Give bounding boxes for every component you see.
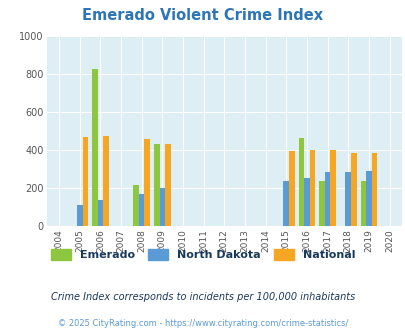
- Bar: [92, 69, 97, 226]
- Text: Emerado Violent Crime Index: Emerado Violent Crime Index: [82, 8, 323, 23]
- Bar: [283, 181, 288, 226]
- Bar: [350, 153, 356, 226]
- Text: © 2025 CityRating.com - https://www.cityrating.com/crime-statistics/: © 2025 CityRating.com - https://www.city…: [58, 319, 347, 328]
- Bar: [298, 138, 303, 226]
- Bar: [97, 200, 103, 226]
- Bar: [103, 136, 109, 226]
- Bar: [330, 150, 335, 226]
- Bar: [360, 182, 365, 226]
- Bar: [77, 205, 82, 226]
- Bar: [139, 194, 144, 226]
- Text: Crime Index corresponds to incidents per 100,000 inhabitants: Crime Index corresponds to incidents per…: [51, 292, 354, 302]
- Bar: [324, 172, 330, 226]
- Bar: [303, 178, 309, 226]
- Bar: [153, 145, 159, 226]
- Bar: [318, 182, 324, 226]
- Legend: Emerado, North Dakota, National: Emerado, North Dakota, National: [47, 246, 358, 263]
- Bar: [165, 144, 170, 226]
- Bar: [133, 185, 139, 226]
- Bar: [144, 139, 150, 226]
- Bar: [159, 187, 165, 226]
- Bar: [345, 172, 350, 226]
- Bar: [309, 149, 315, 226]
- Bar: [365, 171, 371, 226]
- Bar: [288, 151, 294, 226]
- Bar: [371, 153, 376, 226]
- Bar: [82, 137, 88, 226]
